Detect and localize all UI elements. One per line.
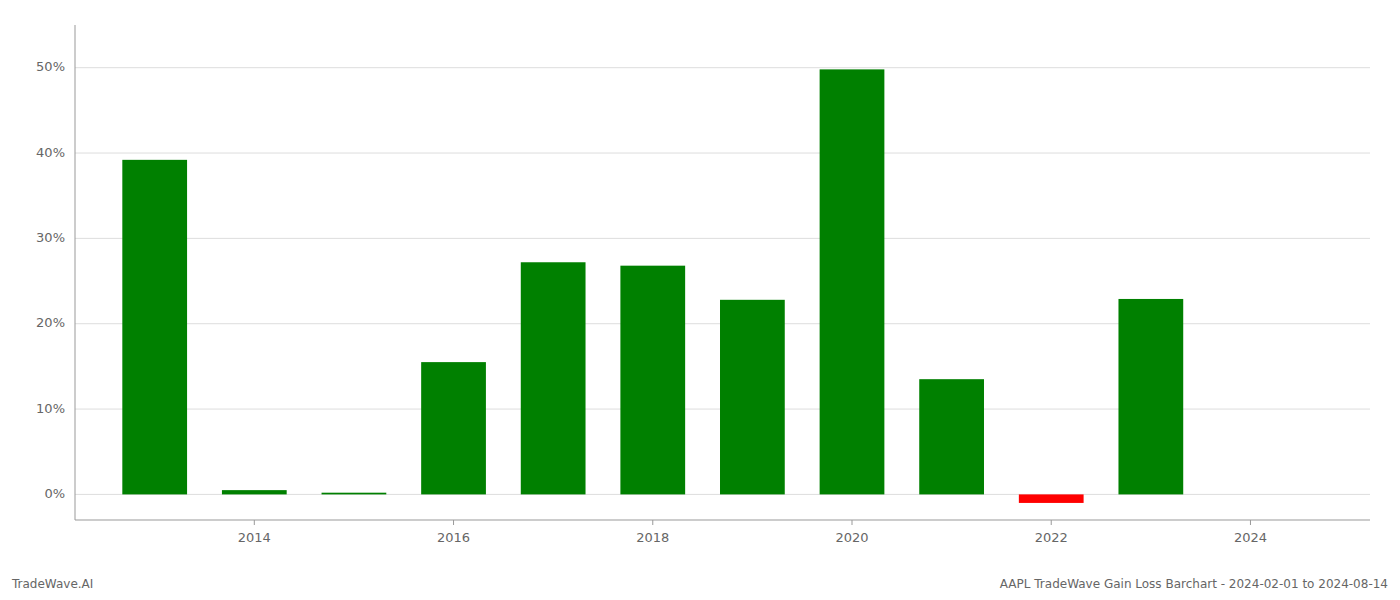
x-tick xyxy=(1051,520,1052,525)
x-tick-label: 2024 xyxy=(1234,530,1267,545)
y-tick-label: 50% xyxy=(36,59,65,74)
y-tick-label: 0% xyxy=(44,486,65,501)
bar xyxy=(222,490,287,494)
x-tick xyxy=(652,520,653,525)
grid-line xyxy=(75,238,1370,239)
bar xyxy=(919,379,984,494)
bar xyxy=(720,300,785,495)
bar xyxy=(322,493,387,495)
x-tick xyxy=(852,520,853,525)
x-tick xyxy=(453,520,454,525)
y-tick-label: 20% xyxy=(36,315,65,330)
bar xyxy=(1118,299,1183,494)
y-tick-label: 30% xyxy=(36,230,65,245)
bar xyxy=(521,262,586,494)
x-tick-label: 2020 xyxy=(835,530,868,545)
bar xyxy=(820,69,885,494)
bars xyxy=(122,69,1183,503)
grid-line xyxy=(75,67,1370,68)
x-tick-label: 2014 xyxy=(238,530,271,545)
y-tick-label: 40% xyxy=(36,145,65,160)
x-tick xyxy=(1250,520,1251,525)
grid-line xyxy=(75,153,1370,154)
bar xyxy=(1019,494,1084,503)
footer-right: AAPL TradeWave Gain Loss Barchart - 2024… xyxy=(1000,577,1388,591)
x-axis-line xyxy=(75,520,1370,521)
x-tick-label: 2022 xyxy=(1035,530,1068,545)
x-tick-label: 2018 xyxy=(636,530,669,545)
bar xyxy=(620,266,685,495)
y-axis-line xyxy=(75,25,76,520)
y-grid xyxy=(75,68,1370,495)
x-tick xyxy=(254,520,255,525)
bar xyxy=(421,362,486,494)
footer-left: TradeWave.AI xyxy=(11,577,93,591)
chart: 0% 10% 20% 30% 40% 50% 2014 2016 2018 2020 2022 202… xyxy=(0,0,1400,600)
chart-container: 0% 10% 20% 30% 40% 50% 2014 2016 2018 2020 2022 202… xyxy=(0,0,1400,600)
bar xyxy=(122,160,187,495)
x-tick-label: 2016 xyxy=(437,530,470,545)
y-tick-label: 10% xyxy=(36,401,65,416)
